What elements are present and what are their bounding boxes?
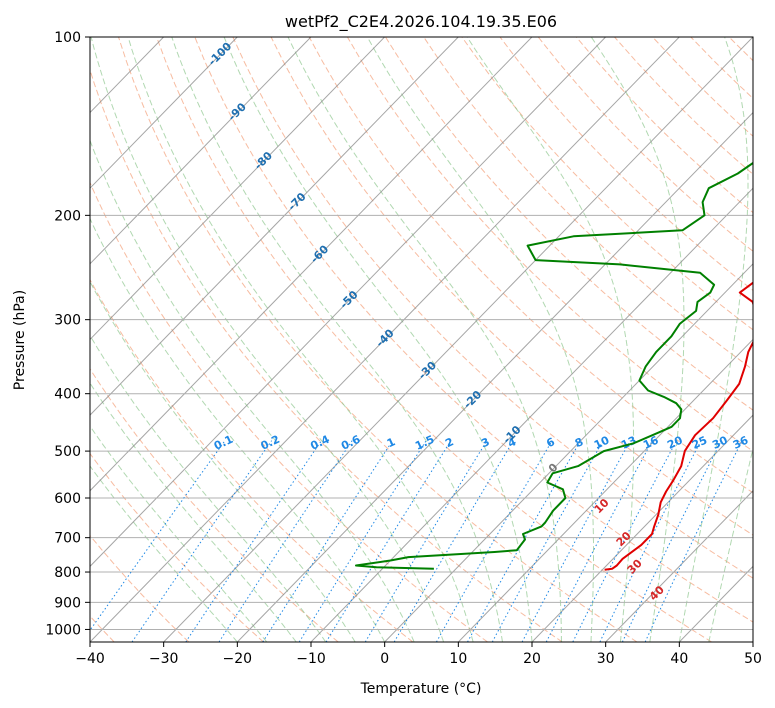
mixing-ratio-line	[218, 440, 353, 642]
moist-adiabat-line	[708, 446, 753, 642]
dry-adiabat-line	[308, 37, 753, 494]
isotherm-line	[90, 37, 459, 416]
dry-adiabat-line	[499, 37, 753, 291]
mixing-ratio-line	[467, 440, 582, 642]
mixing-ratio-line	[521, 440, 631, 642]
x-tick-label: −40	[75, 651, 105, 667]
x-tick-label: 30	[597, 651, 615, 667]
moist-adiabat-line	[90, 37, 445, 642]
plot-area	[90, 37, 753, 642]
y-tick-label: 1000	[45, 622, 81, 638]
y-tick-label: 300	[54, 313, 81, 329]
x-tick-label: 50	[744, 651, 762, 667]
isotherm-line	[90, 37, 385, 341]
dry-adiabat-line	[232, 37, 753, 579]
dry-adiabat-line	[385, 37, 753, 411]
moist-adiabat-line	[90, 280, 356, 642]
mixing-ratio-line	[131, 440, 273, 642]
mixing-ratio-line	[364, 440, 488, 642]
x-axis-label: Temperature (°C)	[360, 681, 482, 697]
mixing-ratio-line	[491, 440, 604, 642]
dry-adiabat-line	[90, 368, 339, 642]
mixing-ratio-line	[621, 440, 722, 642]
mixing-ratio-line	[435, 440, 553, 642]
y-tick-label: 400	[54, 387, 81, 403]
y-tick-label: 600	[54, 491, 81, 507]
y-tick-label: 800	[54, 565, 81, 581]
y-tick-label: 700	[54, 531, 81, 547]
mixing-ratio-label: 20	[665, 433, 685, 451]
moist-adiabat-line	[590, 37, 685, 642]
moist-adiabat-line	[90, 217, 386, 642]
y-tick-label: 500	[54, 444, 81, 460]
mixing-ratio-label: 25	[690, 434, 709, 452]
mixing-ratio-label: 36	[731, 433, 751, 451]
dry-adiabat-line	[423, 37, 753, 371]
moist-adiabat-line	[171, 37, 503, 642]
mixing-ratio-line	[325, 440, 452, 642]
isotherm-line	[90, 37, 533, 492]
plot-frame	[89, 36, 754, 643]
moist-adiabat-line	[90, 334, 327, 642]
isotherm-line	[90, 37, 606, 568]
moist-adiabat-line	[466, 37, 635, 642]
mixing-ratio-line	[599, 440, 702, 642]
isotherm-line	[90, 37, 238, 189]
isotherm-line	[236, 111, 753, 642]
mixing-ratio-label: 10	[592, 433, 612, 451]
isotherm-line	[531, 414, 753, 642]
mixing-ratio-line	[185, 440, 322, 642]
x-tick-label: −20	[223, 651, 253, 667]
x-tick-label: 40	[670, 651, 688, 667]
x-tick-label: −10	[296, 651, 326, 667]
isotherm-line	[90, 37, 312, 265]
moist-adiabat-line	[90, 465, 238, 642]
isotherm-line	[310, 187, 753, 642]
moist-adiabat-line	[90, 382, 297, 642]
x-tick-label: 20	[523, 651, 541, 667]
moist-adiabat-line	[287, 37, 562, 642]
y-tick-label: 200	[54, 208, 81, 224]
temperature-profile-line	[604, 281, 753, 571]
mixing-ratio-line	[262, 440, 394, 642]
mixing-ratio-line	[298, 440, 427, 642]
moist-adiabat-line	[90, 425, 268, 642]
chart-title: wetPf2_C2E4.2026.104.19.35.E06	[285, 12, 557, 32]
isotherm-line	[605, 490, 753, 642]
y-tick-label: 100	[54, 30, 81, 46]
moist-adiabat-line	[223, 37, 533, 642]
mixing-ratio-line	[393, 440, 514, 642]
dewpoint-profile-line	[355, 161, 753, 570]
x-tick-label: 10	[449, 651, 467, 667]
dry-adiabat-line	[90, 278, 414, 642]
dry-adiabat-line	[90, 534, 190, 642]
isotherm-line	[384, 263, 753, 642]
dry-adiabat-line	[118, 37, 638, 642]
x-tick-label: 0	[380, 651, 389, 667]
isotherm-line	[163, 37, 753, 642]
dry-adiabat-line	[194, 37, 753, 623]
mixing-ratio-label: 30	[710, 433, 730, 451]
y-axis-label: Pressure (hPa)	[12, 290, 28, 390]
dry-adiabat-line	[90, 68, 563, 642]
mixing-ratio-label: 13	[619, 434, 638, 452]
isotherm-line	[90, 37, 680, 642]
y-tick-label: 900	[54, 595, 81, 611]
moist-adiabat-line	[366, 37, 594, 642]
x-tick-label: −30	[149, 651, 179, 667]
moist-adiabat-line	[678, 37, 749, 642]
